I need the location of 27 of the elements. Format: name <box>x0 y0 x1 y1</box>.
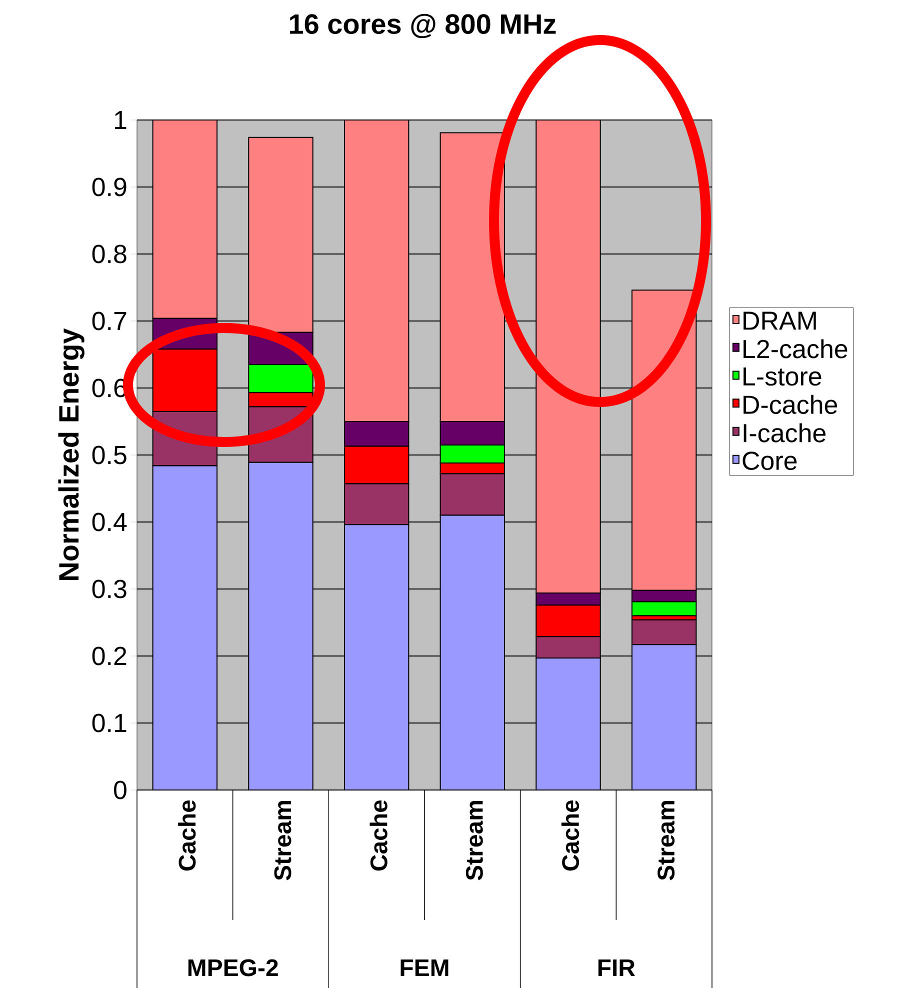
text: FEM <box>400 959 448 976</box>
x-tick-label: Stream <box>658 801 675 880</box>
y-tick-label: 0.3 <box>92 580 126 598</box>
y-tick-label: 0 <box>114 780 126 800</box>
legend-label: DRAM <box>744 312 816 330</box>
legend-label: L2-cache <box>744 339 848 358</box>
y-axis-title: Normalized Energy <box>58 328 84 580</box>
y-tick-label: 0.2 <box>92 646 126 666</box>
text: MPEG-2 <box>188 959 278 976</box>
text: FIR <box>598 959 636 976</box>
x-tick-label: Stream <box>274 801 292 880</box>
x-tick-label: Stream <box>466 801 483 880</box>
y-tick-label: 0.9 <box>92 178 126 196</box>
y-tick-label: 1 <box>114 111 126 129</box>
legend-label: D-cache <box>744 394 838 414</box>
legend-label: Core <box>742 452 797 470</box>
y-tick-label: 0.8 <box>92 244 126 264</box>
chart-title: 16 cores @ 800 MHz <box>290 14 556 38</box>
y-tick-label: 0.4 <box>92 512 127 532</box>
x-tick-label: Cache <box>561 800 580 871</box>
y-tick-label: 0.7 <box>92 312 126 330</box>
x-tick-label: Cache <box>178 800 196 871</box>
legend-label: I-cache <box>744 423 826 442</box>
x-tick-label: Cache <box>370 800 388 871</box>
y-tick-label: 0.1 <box>92 714 126 732</box>
y-tick-label: 0.5 <box>92 446 126 464</box>
legend-label: L-store <box>744 368 822 386</box>
